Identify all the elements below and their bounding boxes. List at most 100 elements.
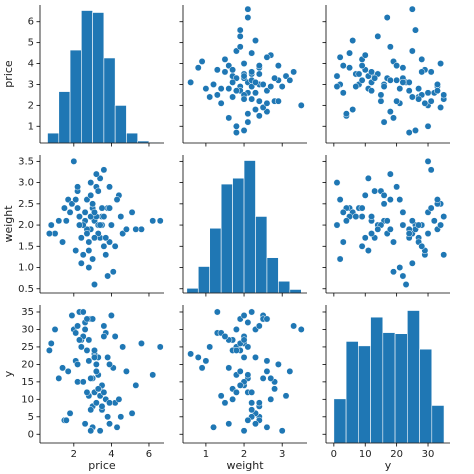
scatter-point: [427, 166, 435, 174]
subplot: 0 10 20 30: [322, 305, 450, 460]
scatter-point: [386, 108, 394, 116]
scatter-point: [225, 114, 233, 122]
scatter-point: [383, 14, 391, 21]
scatter-point: [424, 122, 432, 130]
scatter-point: [87, 406, 95, 414]
histogram-bar: [266, 257, 279, 294]
scatter-point: [278, 427, 286, 435]
histogram-bar: [289, 289, 302, 294]
scatter-point: [430, 217, 438, 225]
histogram-bar: [220, 183, 233, 294]
scatter-point: [100, 332, 108, 340]
scatter-point: [76, 213, 83, 221]
y-tick-label: 4: [28, 59, 34, 70]
scatter-point: [415, 95, 423, 103]
scatter-point: [55, 374, 63, 382]
y-tick-label: 5: [28, 38, 34, 49]
scatter-point: [115, 395, 123, 403]
scatter-point: [232, 326, 240, 333]
scatter-point: [424, 157, 432, 165]
scatter-point: [92, 367, 100, 375]
scatter-point: [263, 53, 271, 61]
x-tick-label: 6: [146, 449, 152, 460]
histogram-bar: [114, 105, 127, 144]
scatter-point: [98, 204, 106, 212]
scatter-point: [106, 183, 113, 191]
scatter-point: [85, 238, 93, 246]
scatter-point: [240, 336, 248, 344]
scatter-point: [240, 353, 248, 361]
scatter-point: [393, 76, 401, 84]
scatter-point: [229, 93, 237, 101]
subplot: [322, 155, 450, 297]
scatter-point: [339, 238, 347, 246]
scatter-point: [278, 83, 286, 90]
scatter-point: [60, 204, 68, 212]
scatter-point: [66, 409, 74, 417]
y-tick-label: 6: [28, 17, 34, 28]
scatter-point: [244, 118, 252, 126]
scatter-point: [102, 234, 110, 242]
scatter-point: [386, 170, 394, 178]
scatter-point: [106, 399, 113, 407]
scatter-point: [66, 208, 74, 216]
scatter-point: [358, 76, 366, 84]
scatter-point: [440, 91, 448, 99]
scatter-point: [194, 64, 202, 72]
scatter-point: [229, 78, 237, 86]
scatter-point: [271, 385, 279, 393]
scatter-point: [96, 221, 104, 229]
scatter-point: [437, 104, 445, 111]
scatter-point: [380, 200, 388, 208]
scatter-point: [336, 53, 344, 61]
scatter-point: [62, 416, 70, 424]
y-tick-label: 25: [21, 342, 34, 353]
histogram-bar: [243, 160, 256, 294]
y-tick-label: 35: [21, 307, 34, 318]
scatter-point: [433, 196, 441, 204]
scatter-point: [252, 37, 259, 44]
scatter-point: [210, 423, 217, 431]
scatter-point: [368, 213, 375, 221]
scatter-point: [87, 374, 95, 382]
scatter-point: [244, 371, 252, 379]
scatter-point: [117, 213, 125, 221]
scatter-point: [424, 89, 432, 97]
histogram-bar: [345, 341, 359, 444]
scatter-point: [91, 208, 98, 216]
scatter-point: [427, 68, 435, 76]
histogram-bar: [126, 132, 138, 144]
scatter-point: [252, 78, 259, 86]
scatter-point: [122, 225, 130, 233]
scatter-point: [352, 213, 360, 221]
scatter-point: [70, 157, 78, 165]
scatter-point: [221, 55, 229, 63]
scatter-point: [433, 87, 441, 95]
scatter-point: [240, 427, 248, 435]
scatter-point: [102, 251, 110, 259]
scatter-point: [396, 264, 404, 271]
scatter-point: [194, 353, 202, 361]
scatter-point: [229, 395, 237, 403]
scatter-point: [206, 93, 214, 101]
scatter-point: [72, 196, 80, 204]
scatter-point: [100, 166, 108, 174]
scatter-point: [390, 114, 397, 122]
x-tick-label: 1: [203, 449, 209, 460]
y-tick-label: 3.5: [18, 156, 34, 167]
subplot: [322, 5, 450, 147]
scatter-point: [349, 37, 357, 44]
scatter-point: [390, 268, 397, 276]
scatter-point: [349, 106, 357, 113]
scatter-point: [156, 217, 164, 225]
histogram-bar: [92, 12, 105, 144]
scatter-point: [236, 43, 244, 51]
scatter-point: [358, 204, 366, 212]
scatter-point: [240, 312, 248, 319]
scatter-point: [418, 242, 426, 250]
scatter-point: [342, 110, 350, 118]
scatter-point: [83, 315, 91, 323]
x-axis-label: weight: [226, 459, 264, 472]
histogram-bar: [81, 10, 93, 144]
